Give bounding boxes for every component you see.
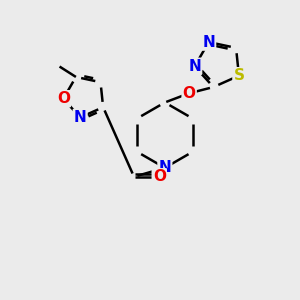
Text: O: O bbox=[153, 169, 166, 184]
Text: N: N bbox=[202, 34, 215, 50]
Text: O: O bbox=[183, 86, 196, 101]
Text: S: S bbox=[233, 68, 244, 83]
Text: N: N bbox=[74, 110, 86, 125]
Text: N: N bbox=[188, 59, 201, 74]
Text: O: O bbox=[57, 91, 70, 106]
Text: N: N bbox=[158, 160, 171, 175]
